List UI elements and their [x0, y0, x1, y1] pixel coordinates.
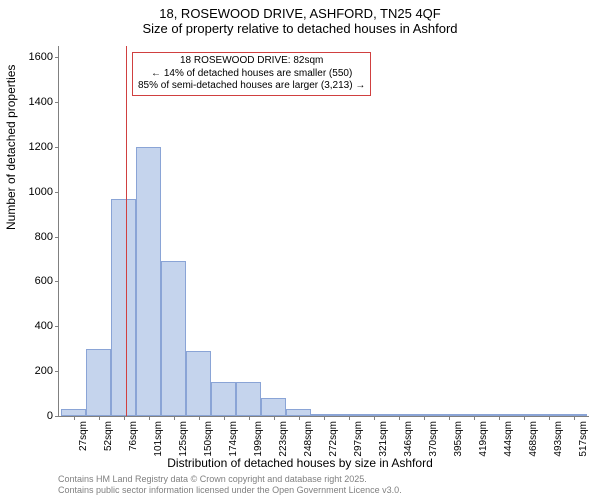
x-tick-label: 223sqm: [278, 421, 289, 457]
title-block: 18, ROSEWOOD DRIVE, ASHFORD, TN25 4QF Si…: [0, 0, 600, 36]
x-tick-mark: [449, 416, 450, 420]
x-tick-label: 370sqm: [428, 421, 439, 457]
x-tick-mark: [99, 416, 100, 420]
x-tick-label: 125sqm: [178, 421, 189, 457]
y-tick-mark: [55, 237, 59, 238]
x-tick-label: 419sqm: [478, 421, 489, 457]
title-address: 18, ROSEWOOD DRIVE, ASHFORD, TN25 4QF: [0, 6, 600, 21]
histogram-bar: [261, 398, 286, 416]
x-axis-label: Distribution of detached houses by size …: [0, 456, 600, 470]
reference-line: [126, 46, 127, 416]
x-tick-label: 517sqm: [578, 421, 589, 457]
x-tick-mark: [199, 416, 200, 420]
x-tick-label: 248sqm: [303, 421, 314, 457]
x-tick-label: 468sqm: [528, 421, 539, 457]
x-tick-mark: [499, 416, 500, 420]
histogram-bar: [211, 382, 236, 416]
x-tick-mark: [399, 416, 400, 420]
y-tick-label: 1400: [13, 96, 59, 108]
x-tick-mark: [324, 416, 325, 420]
histogram-bar: [136, 147, 161, 416]
y-tick-mark: [55, 416, 59, 417]
x-tick-label: 150sqm: [203, 421, 214, 457]
y-tick-label: 600: [13, 275, 59, 287]
x-tick-label: 346sqm: [403, 421, 414, 457]
x-tick-label: 321sqm: [378, 421, 389, 457]
x-tick-mark: [149, 416, 150, 420]
annotation-line3: 85% of semi-detached houses are larger (…: [138, 80, 365, 93]
x-tick-mark: [274, 416, 275, 420]
y-tick-mark: [55, 371, 59, 372]
x-tick-mark: [424, 416, 425, 420]
x-tick-label: 27sqm: [78, 421, 89, 451]
y-tick-label: 400: [13, 320, 59, 332]
histogram-bar: [61, 409, 86, 416]
attribution-line2: Contains public sector information licen…: [58, 485, 402, 496]
x-tick-mark: [124, 416, 125, 420]
histogram-bar: [161, 261, 186, 416]
x-tick-label: 297sqm: [353, 421, 364, 457]
x-tick-mark: [349, 416, 350, 420]
x-tick-mark: [374, 416, 375, 420]
y-tick-mark: [55, 192, 59, 193]
histogram-bar: [186, 351, 211, 416]
y-tick-mark: [55, 147, 59, 148]
x-tick-label: 272sqm: [328, 421, 339, 457]
y-tick-mark: [55, 102, 59, 103]
annotation-line2: ← 14% of detached houses are smaller (55…: [138, 68, 365, 81]
chart-container: 18, ROSEWOOD DRIVE, ASHFORD, TN25 4QF Si…: [0, 0, 600, 500]
x-tick-label: 199sqm: [253, 421, 264, 457]
x-tick-label: 76sqm: [128, 421, 139, 451]
chart-plot-area: 0200400600800100012001400160027sqm52sqm7…: [58, 46, 589, 417]
x-tick-mark: [249, 416, 250, 420]
x-tick-label: 395sqm: [453, 421, 464, 457]
x-tick-mark: [224, 416, 225, 420]
histogram-bar: [236, 382, 261, 416]
x-tick-label: 493sqm: [553, 421, 564, 457]
title-description: Size of property relative to detached ho…: [0, 21, 600, 36]
y-tick-label: 1200: [13, 141, 59, 153]
y-tick-label: 1600: [13, 51, 59, 63]
x-tick-mark: [474, 416, 475, 420]
x-tick-label: 174sqm: [228, 421, 239, 457]
x-tick-mark: [74, 416, 75, 420]
y-tick-label: 1000: [13, 186, 59, 198]
y-tick-label: 200: [13, 365, 59, 377]
histogram-bar: [111, 199, 136, 417]
y-tick-label: 800: [13, 231, 59, 243]
attribution-text: Contains HM Land Registry data © Crown c…: [58, 474, 402, 496]
y-tick-mark: [55, 281, 59, 282]
y-tick-label: 0: [13, 410, 59, 422]
y-tick-mark: [55, 326, 59, 327]
y-tick-mark: [55, 57, 59, 58]
x-tick-mark: [174, 416, 175, 420]
x-tick-label: 101sqm: [153, 421, 164, 457]
attribution-line1: Contains HM Land Registry data © Crown c…: [58, 474, 402, 485]
x-tick-label: 52sqm: [103, 421, 114, 451]
histogram-bar: [286, 409, 311, 416]
x-tick-mark: [574, 416, 575, 420]
x-tick-mark: [299, 416, 300, 420]
x-tick-mark: [549, 416, 550, 420]
x-tick-label: 444sqm: [503, 421, 514, 457]
x-tick-mark: [524, 416, 525, 420]
annotation-box: 18 ROSEWOOD DRIVE: 82sqm← 14% of detache…: [132, 52, 371, 96]
histogram-bar: [86, 349, 111, 416]
annotation-line1: 18 ROSEWOOD DRIVE: 82sqm: [138, 55, 365, 68]
